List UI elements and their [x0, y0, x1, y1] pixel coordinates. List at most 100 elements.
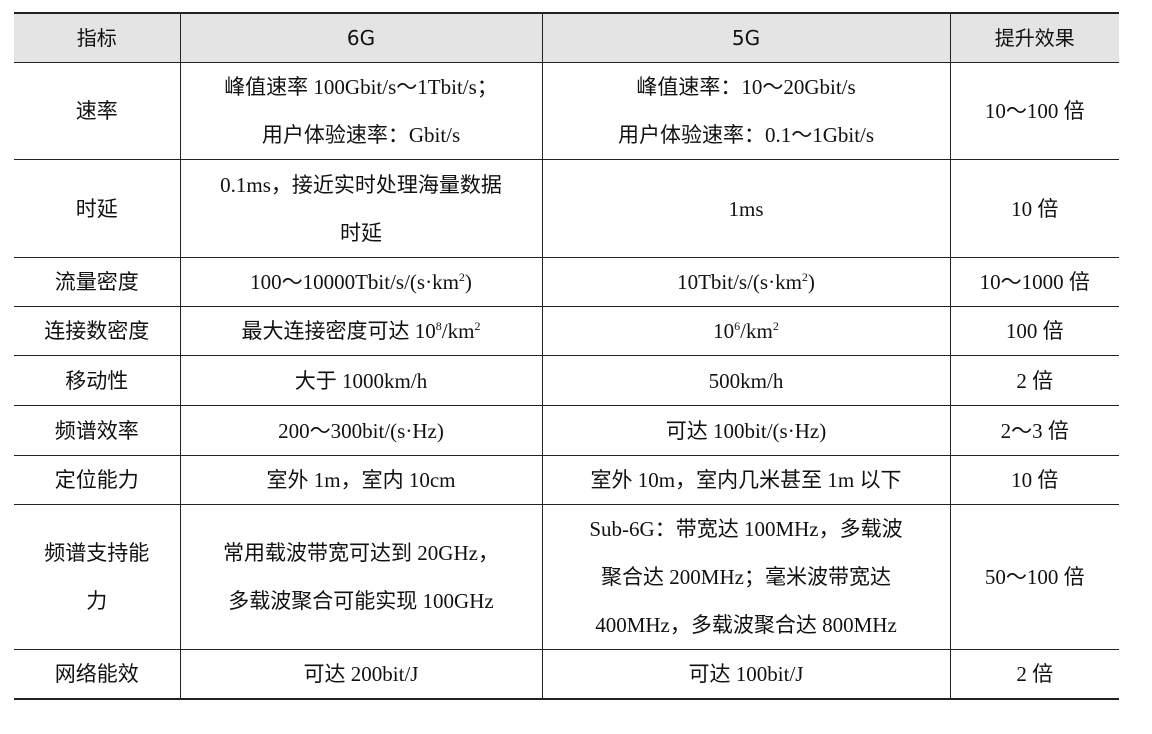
superscript: 2	[801, 270, 808, 284]
superscript: 2	[772, 319, 779, 333]
cell-line: 多载波聚合可能实现 100GHz	[185, 577, 538, 625]
metric-cell: 流量密度	[14, 257, 181, 307]
6g-cell: 200～300bit/(s·Hz)	[179, 405, 543, 456]
cell-line: 可达 200bit/J	[185, 650, 538, 698]
table-row: 速率 峰值速率 100Gbit/s～1Tbit/s； 用户体验速率：Gbit/s 峰值…	[14, 62, 1119, 160]
5g-cell: 500km/h	[541, 355, 951, 406]
5g-cell: 106/km2	[541, 306, 951, 356]
cell-line: 力	[18, 577, 176, 625]
cell-line: Sub-6G：带宽达 100MHz，多载波	[547, 505, 946, 553]
6g-cell: 最大连接密度可达 108/km2	[179, 306, 543, 356]
table-row: 连接数密度 最大连接密度可达 108/km2 106/km2 100 倍	[14, 306, 1119, 356]
cell-line: 10Tbit/s/(s·km2)	[547, 258, 946, 306]
cell-text: 定位能力	[54, 468, 139, 492]
cell-line: 10～100 倍	[955, 87, 1116, 135]
cell-text: 用户体验速率：Gbit/s	[261, 123, 461, 147]
cell-line: 50～100 倍	[955, 553, 1116, 601]
5g-cell: 10Tbit/s/(s·km2)	[541, 257, 951, 307]
6g-cell: 大于 1000km/h	[179, 355, 543, 406]
cell-line: 常用载波带宽可达到 20GHz，	[185, 529, 538, 577]
cell-text: 400MHz，多载波聚合达 800MHz	[595, 613, 897, 637]
improvement-cell: 2 倍	[949, 355, 1119, 406]
cell-line: 2 倍	[955, 357, 1116, 405]
cell-text: 聚合达 200MHz；毫米波带宽达	[601, 565, 891, 589]
cell-text: 网络能效	[54, 662, 139, 686]
cell-line: 时延	[185, 209, 538, 257]
cell-line: 频谱支持能	[18, 529, 176, 577]
improvement-cell: 10～1000 倍	[949, 257, 1119, 307]
header-5g: 5G	[541, 12, 951, 63]
cell-text: 多载波聚合可能实现 100GHz	[228, 589, 494, 613]
table-row: 网络能效 可达 200bit/J 可达 100bit/J 2 倍	[14, 649, 1119, 700]
metric-cell: 移动性	[14, 355, 181, 406]
cell-text: 100～10000Tbit/s/(s·km	[250, 270, 459, 294]
cell-line: 可达 100bit/J	[547, 650, 946, 698]
cell-line: 频谱效率	[18, 407, 176, 455]
cell-text: 可达 100bit/(s·Hz)	[665, 418, 827, 443]
improvement-cell: 2～3 倍	[949, 405, 1119, 456]
6g-cell: 峰值速率 100Gbit/s～1Tbit/s； 用户体验速率：Gbit/s	[179, 62, 543, 160]
cell-text: 2 倍	[1016, 368, 1054, 393]
cell-text: 0.1ms，接近实时处理海量数据	[220, 172, 502, 197]
table-row: 流量密度 100～10000Tbit/s/(s·km2) 10Tbit/s/(s·k…	[14, 257, 1119, 307]
cell-line: 2～3 倍	[955, 407, 1116, 455]
header-row: 指标 6G 5G 提升效果	[14, 12, 1119, 63]
cell-text: 2～3 倍	[1000, 418, 1069, 443]
header-metric: 指标	[14, 12, 181, 63]
cell-text: 频谱支持能	[44, 541, 150, 565]
cell-line: 聚合达 200MHz；毫米波带宽达	[547, 553, 946, 601]
cell-line: 峰值速率 100Gbit/s～1Tbit/s；	[185, 63, 538, 111]
cell-text: 移动性	[65, 368, 129, 393]
6g-cell: 100～10000Tbit/s/(s·km2)	[179, 257, 543, 307]
cell-text: 大于 1000km/h	[294, 368, 428, 393]
superscript: 2	[474, 319, 481, 333]
cell-line: 200～300bit/(s·Hz)	[185, 407, 538, 455]
table-row: 频谱效率 200～300bit/(s·Hz) 可达 100bit/(s·Hz) 2～3…	[14, 405, 1119, 456]
metric-cell: 频谱支持能力	[14, 504, 181, 650]
5g-cell: Sub-6G：带宽达 100MHz，多载波 聚合达 200MHz；毫米波带宽达 40…	[541, 504, 951, 650]
cell-line: 400MHz，多载波聚合达 800MHz	[547, 601, 946, 649]
cell-line: 2 倍	[955, 650, 1116, 698]
cell-line: 10 倍	[955, 185, 1116, 233]
improvement-cell: 100 倍	[949, 306, 1119, 356]
cell-line: 连接数密度	[18, 307, 176, 355]
cell-line: 移动性	[18, 357, 176, 405]
cell-text: 室外 1m，室内 10cm	[266, 468, 456, 492]
metric-cell: 速率	[14, 62, 181, 160]
cell-text: 50～100 倍	[984, 565, 1085, 589]
cell-text: 100 倍	[1005, 319, 1064, 343]
5g-cell: 峰值速率：10～20Gbit/s 用户体验速率：0.1～1Gbit/s	[541, 62, 951, 160]
header-6g: 6G	[179, 12, 543, 63]
cell-text: 10～1000 倍	[979, 270, 1090, 294]
table-row: 频谱支持能力 常用载波带宽可达到 20GHz， 多载波聚合可能实现 100GHz Su…	[14, 504, 1119, 650]
cell-line: 用户体验速率：0.1～1Gbit/s	[547, 111, 946, 159]
5g-cell: 可达 100bit/J	[541, 649, 951, 700]
cell-text: Sub-6G：带宽达 100MHz，多载波	[589, 517, 903, 541]
cell-text: /km	[740, 319, 773, 343]
cell-text: 力	[86, 589, 108, 613]
cell-text: 时延	[75, 196, 118, 221]
improvement-cell: 10～100 倍	[949, 62, 1119, 160]
cell-text: 常用载波带宽可达到 20GHz，	[223, 541, 499, 565]
table-body: 速率 峰值速率 100Gbit/s～1Tbit/s； 用户体验速率：Gbit/s 峰值…	[14, 62, 1119, 700]
cell-line: 100 倍	[955, 307, 1116, 355]
cell-text: 200～300bit/(s·Hz)	[278, 418, 444, 443]
cell-line: 最大连接密度可达 108/km2	[185, 307, 538, 355]
table-row: 时延 0.1ms，接近实时处理海量数据 时延 1ms 10 倍	[14, 159, 1119, 258]
cell-text: 可达 200bit/J	[303, 662, 419, 686]
improvement-cell: 2 倍	[949, 649, 1119, 700]
metric-cell: 时延	[14, 159, 181, 258]
improvement-cell: 10 倍	[949, 159, 1119, 258]
cell-line: 10～1000 倍	[955, 258, 1116, 306]
cell-line: 速率	[18, 87, 176, 135]
header-improvement: 提升效果	[949, 12, 1119, 63]
cell-line: 网络能效	[18, 650, 176, 698]
cell-text: 室外 10m，室内几米甚至 1m 以下	[590, 468, 902, 492]
cell-text: 10	[713, 319, 735, 343]
cell-text: )	[464, 270, 472, 294]
6g-cell: 常用载波带宽可达到 20GHz， 多载波聚合可能实现 100GHz	[179, 504, 543, 650]
cell-line: 10 倍	[955, 456, 1116, 504]
cell-line: 500km/h	[547, 357, 946, 405]
cell-line: 106/km2	[547, 307, 946, 355]
cell-text: 频谱效率	[54, 418, 139, 443]
